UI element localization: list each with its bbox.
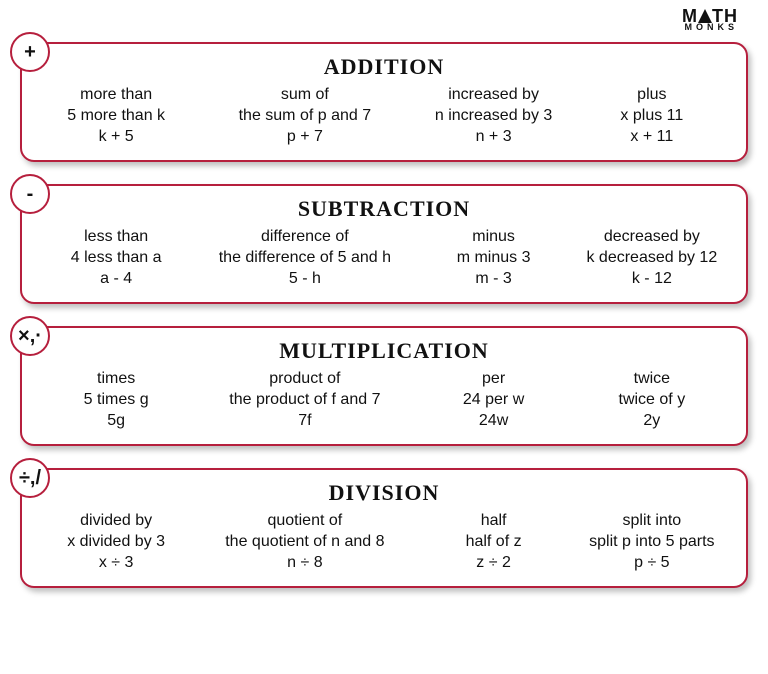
keyword-text: product of (269, 370, 340, 388)
expression-text: x ÷ 3 (99, 554, 134, 572)
expression-text: p ÷ 5 (634, 554, 669, 572)
example-column: plus x plus 11 x + 11 (576, 86, 728, 146)
example-column: more than 5 more than k k + 5 (40, 86, 192, 146)
columns-row: times 5 times g 5g product of the product of… (40, 370, 728, 430)
keyword-text: plus (637, 86, 666, 104)
example-column: less than 4 less than a a - 4 (40, 228, 192, 288)
operation-panel: +Additionmore than5 more than kk + 5sum … (20, 42, 748, 162)
expression-text: 24w (479, 412, 508, 430)
example-text: 24 per w (463, 391, 524, 409)
expression-text: x + 11 (630, 128, 673, 146)
example-text: 5 times g (84, 391, 149, 409)
expression-text: z ÷ 2 (476, 554, 511, 572)
keyword-text: split into (623, 512, 682, 530)
example-column: per 24 per w 24w (417, 370, 569, 430)
logo-line2: MONKS (682, 24, 738, 32)
keyword-text: per (482, 370, 505, 388)
panel-title: Addition (40, 54, 728, 80)
expression-text: n + 3 (476, 128, 512, 146)
example-column: sum of the sum of p and 7 p + 7 (198, 86, 411, 146)
example-column: divided by x divided by 3 x ÷ 3 (40, 512, 192, 572)
example-column: product of the product of f and 7 7f (198, 370, 411, 430)
example-column: split into split p into 5 parts p ÷ 5 (576, 512, 728, 572)
operation-panel: -Subtractionless than4 less than aa - 4d… (20, 184, 748, 304)
keyword-text: minus (472, 228, 515, 246)
expression-text: 2y (643, 412, 660, 430)
example-text: n increased by 3 (435, 107, 552, 125)
panel-title: Multiplication (40, 338, 728, 364)
keyword-text: half (481, 512, 507, 530)
example-text: 5 more than k (67, 107, 165, 125)
keyword-text: difference of (261, 228, 349, 246)
example-text: 4 less than a (71, 249, 162, 267)
expression-text: n ÷ 8 (287, 554, 322, 572)
expression-text: k - 12 (632, 270, 672, 288)
example-column: twice twice of y 2y (576, 370, 728, 430)
example-text: x plus 11 (620, 107, 683, 125)
example-text: the difference of 5 and h (219, 249, 391, 267)
keyword-text: increased by (448, 86, 539, 104)
panels-container: +Additionmore than5 more than kk + 5sum … (20, 42, 748, 588)
panel-title: Subtraction (40, 196, 728, 222)
expression-text: p + 7 (287, 128, 323, 146)
example-column: quotient of the quotient of n and 8 n ÷ 8 (198, 512, 411, 572)
example-column: decreased by k decreased by 12 k - 12 (576, 228, 728, 288)
example-text: x divided by 3 (67, 533, 165, 551)
keyword-text: times (97, 370, 135, 388)
keyword-text: sum of (281, 86, 329, 104)
operation-badge: - (10, 174, 50, 214)
example-column: difference of the difference of 5 and h 5 … (198, 228, 411, 288)
example-column: half half of z z ÷ 2 (417, 512, 569, 572)
example-text: split p into 5 parts (589, 533, 714, 551)
panel-title: Division (40, 480, 728, 506)
example-text: half of z (466, 533, 522, 551)
expression-text: 7f (298, 412, 311, 430)
keyword-text: quotient of (267, 512, 342, 530)
example-column: times 5 times g 5g (40, 370, 192, 430)
operation-panel: ×,·Multiplicationtimes5 times g5gproduct… (20, 326, 748, 446)
operation-badge: ×,· (10, 316, 50, 356)
example-column: increased by n increased by 3 n + 3 (417, 86, 569, 146)
example-column: minus m minus 3 m - 3 (417, 228, 569, 288)
expression-text: 5 - h (289, 270, 321, 288)
keyword-text: less than (84, 228, 148, 246)
keyword-text: divided by (80, 512, 152, 530)
example-text: twice of y (619, 391, 686, 409)
expression-text: 5g (107, 412, 125, 430)
expression-text: k + 5 (99, 128, 134, 146)
expression-text: a - 4 (100, 270, 132, 288)
logo-triangle-icon (698, 9, 712, 23)
keyword-text: decreased by (604, 228, 700, 246)
example-text: the product of f and 7 (229, 391, 380, 409)
operation-badge: ÷,/ (10, 458, 50, 498)
example-text: k decreased by 12 (586, 249, 717, 267)
keyword-text: more than (80, 86, 152, 104)
example-text: the quotient of n and 8 (225, 533, 384, 551)
keyword-text: twice (634, 370, 670, 388)
example-text: the sum of p and 7 (239, 107, 372, 125)
columns-row: divided by x divided by 3 x ÷ 3 quotient of… (40, 512, 728, 572)
expression-text: m - 3 (475, 270, 511, 288)
columns-row: more than 5 more than k k + 5 sum of the sum… (40, 86, 728, 146)
columns-row: less than 4 less than a a - 4 difference of… (40, 228, 728, 288)
operation-panel: ÷,/Divisiondivided byx divided by 3x ÷ 3… (20, 468, 748, 588)
example-text: m minus 3 (457, 249, 531, 267)
brand-logo: MTH MONKS (682, 8, 738, 32)
operation-badge: + (10, 32, 50, 72)
